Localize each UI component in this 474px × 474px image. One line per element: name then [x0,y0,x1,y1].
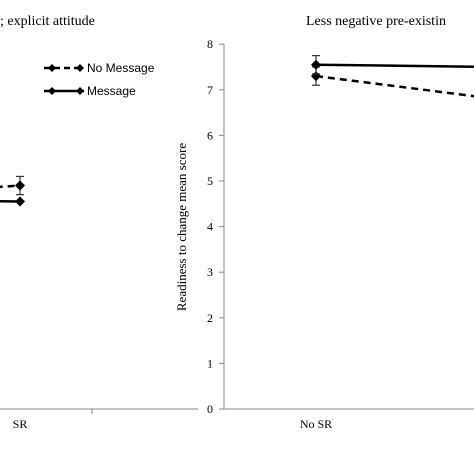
legend-no-message-marker [48,64,84,72]
legend-message-label: Message [87,84,136,98]
right-y-tick-label: 0 [207,402,213,416]
left-series-group [0,175,25,207]
left-data-point [15,196,25,207]
right-data-point [311,59,321,70]
right-x-tick-label: No SR [300,417,332,431]
right-y-tick-label: 7 [207,83,213,97]
right-y-tick-label: 8 [207,37,213,51]
right-y-axis-label: Readiness to change mean score [174,143,189,311]
left-data-point [15,180,25,191]
right-y-tick-label: 6 [207,128,213,142]
right-y-tick-label: 5 [207,174,213,188]
left-x-tick-label: SR [13,417,28,431]
right-chart-title: Less negative pre-existin [306,14,446,29]
right-y-tick-label: 4 [207,220,213,234]
right-chart: Less negative pre-existin 0 1 2 3 4 5 6 7 8 Read… [174,14,474,431]
right-y-tick-label: 1 [207,356,213,370]
right-series-group [311,54,474,98]
right-series-no-message-line [315,74,474,98]
legend-no-message-label: No Message [87,61,155,75]
right-y-ticks: 0 1 2 3 4 5 6 7 8 [207,37,224,416]
right-series-message-line [315,63,474,68]
right-y-tick-label: 3 [207,265,213,279]
left-chart: ; explicit attitude SR No Message Messag… [0,14,198,431]
legend: No Message Message [44,61,155,98]
right-y-tick-label: 2 [207,311,213,325]
left-chart-title: ; explicit attitude [0,14,95,29]
legend-message-marker [48,87,84,95]
